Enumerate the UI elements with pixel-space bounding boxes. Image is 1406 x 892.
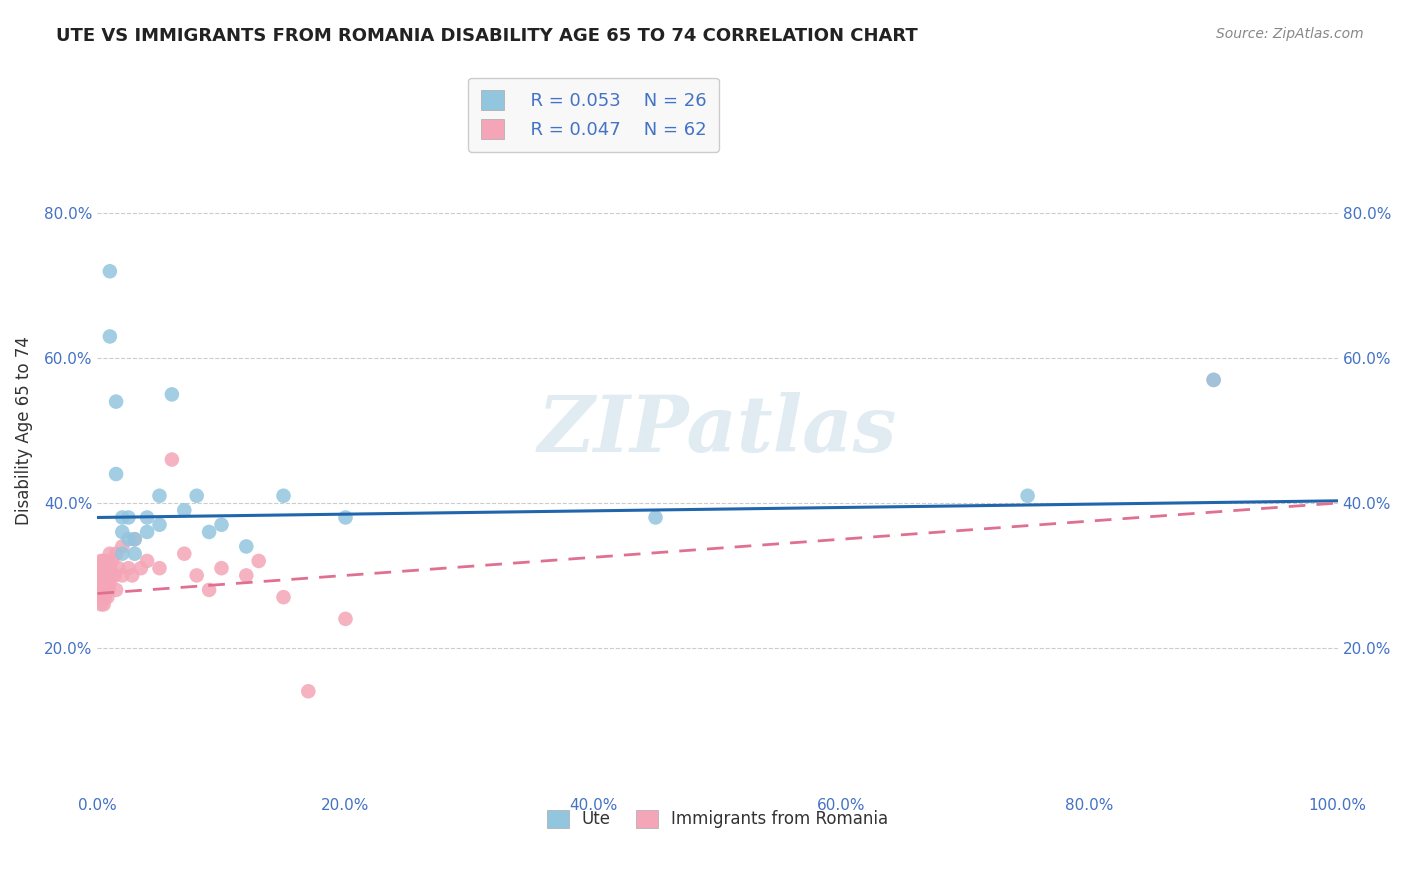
Point [111,524,134,539]
Point [198,524,221,539]
Point [160,387,183,401]
Point [186,568,208,582]
Point [89,575,111,590]
Point [335,612,357,626]
Point [93,568,115,582]
Point [1202,373,1225,387]
Point [117,510,139,524]
Text: Source: ZipAtlas.com: Source: ZipAtlas.com [1216,27,1364,41]
Point [98,329,121,343]
Point [136,510,159,524]
Point [107,561,129,575]
Point [91,568,114,582]
Point [90,554,112,568]
Point [97,554,120,568]
Point [173,547,195,561]
Point [160,452,183,467]
Point [121,568,143,582]
Point [90,582,112,597]
Point [98,575,121,590]
Point [98,561,121,575]
Point [90,590,112,604]
Legend: Ute, Immigrants from Romania: Ute, Immigrants from Romania [540,803,894,835]
Point [96,590,118,604]
Point [89,568,111,582]
Point [98,264,121,278]
Point [117,532,139,546]
Point [98,547,121,561]
Point [247,554,270,568]
Point [94,575,117,590]
Point [90,575,112,590]
Point [235,568,257,582]
Point [93,590,115,604]
Point [124,532,146,546]
Point [90,598,112,612]
Point [94,590,117,604]
Point [89,590,111,604]
Point [644,510,666,524]
Point [96,561,118,575]
Point [93,598,115,612]
Point [91,590,114,604]
Point [105,547,128,561]
Point [91,575,114,590]
Point [117,561,139,575]
Point [91,582,114,597]
Point [93,590,115,604]
Point [90,568,112,582]
Point [124,532,146,546]
Point [89,582,111,597]
Point [148,561,170,575]
Point [173,503,195,517]
Point [94,561,117,575]
Point [91,561,114,575]
Point [335,510,357,524]
Point [148,517,170,532]
Point [104,568,127,582]
Point [186,489,208,503]
Point [148,489,170,503]
Y-axis label: Disability Age 65 to 74: Disability Age 65 to 74 [15,336,32,525]
Text: UTE VS IMMIGRANTS FROM ROMANIA DISABILITY AGE 65 TO 74 CORRELATION CHART: UTE VS IMMIGRANTS FROM ROMANIA DISABILIT… [56,27,918,45]
Point [111,547,134,561]
Point [235,540,257,554]
Point [96,575,118,590]
Point [101,554,124,568]
Point [198,582,221,597]
Point [211,517,233,532]
Point [93,582,115,597]
Text: ZIPatlas: ZIPatlas [538,392,897,469]
Point [90,561,112,575]
Point [273,590,295,604]
Point [101,568,124,582]
Point [96,568,118,582]
Point [96,582,118,597]
Point [93,561,115,575]
Point [111,568,134,582]
Point [105,394,128,409]
Point [105,582,128,597]
Point [93,554,115,568]
Point [1017,489,1039,503]
Point [124,547,146,561]
Point [273,489,295,503]
Point [136,524,159,539]
Point [297,684,319,698]
Point [211,561,233,575]
Point [97,582,120,597]
Point [111,510,134,524]
Point [93,575,115,590]
Point [1202,373,1225,387]
Point [105,467,128,481]
Point [129,561,152,575]
Point [111,540,134,554]
Point [136,554,159,568]
